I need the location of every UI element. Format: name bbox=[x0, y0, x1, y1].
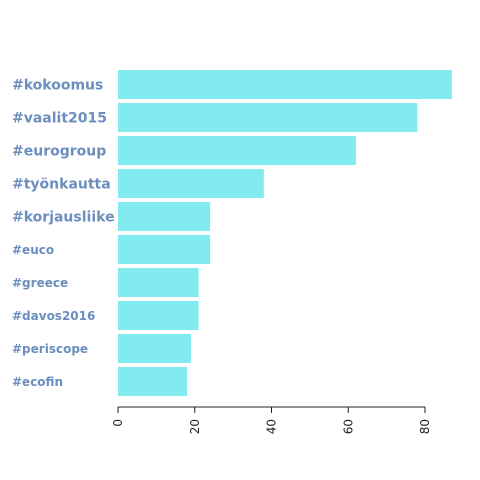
x-tick-label-4: 80 bbox=[418, 419, 432, 434]
category-label-6: #greece bbox=[12, 276, 68, 290]
bar-0 bbox=[118, 70, 452, 99]
bar-3 bbox=[118, 169, 264, 198]
bar-4 bbox=[118, 202, 211, 231]
category-label-9: #ecofin bbox=[12, 375, 63, 389]
x-tick-label-2: 40 bbox=[265, 419, 279, 434]
x-tick-label-1: 20 bbox=[188, 419, 202, 434]
category-label-1: #vaalit2015 bbox=[12, 111, 107, 127]
bar-1 bbox=[118, 103, 418, 132]
bar-5 bbox=[118, 235, 211, 264]
category-label-4: #korjausliike bbox=[12, 210, 115, 226]
category-label-5: #euco bbox=[12, 243, 54, 257]
bar-8 bbox=[118, 334, 191, 363]
x-tick-label-0: 0 bbox=[111, 419, 125, 427]
category-label-7: #davos2016 bbox=[12, 309, 95, 323]
category-label-2: #eurogroup bbox=[12, 144, 106, 160]
category-label-3: #työnkautta bbox=[12, 177, 111, 193]
x-tick-label-3: 60 bbox=[341, 419, 355, 434]
bar-2 bbox=[118, 136, 356, 165]
bar-7 bbox=[118, 301, 199, 330]
bar-9 bbox=[118, 367, 188, 396]
category-labels-group: #kokoomus #vaalit2015 #eurogroup #työnkautt… bbox=[12, 78, 115, 389]
x-axis: 0 20 40 60 80 bbox=[111, 406, 432, 434]
category-label-8: #periscope bbox=[12, 342, 88, 356]
bar-6 bbox=[118, 268, 199, 297]
bars-group bbox=[118, 70, 452, 396]
category-label-0: #kokoomus bbox=[12, 78, 103, 94]
